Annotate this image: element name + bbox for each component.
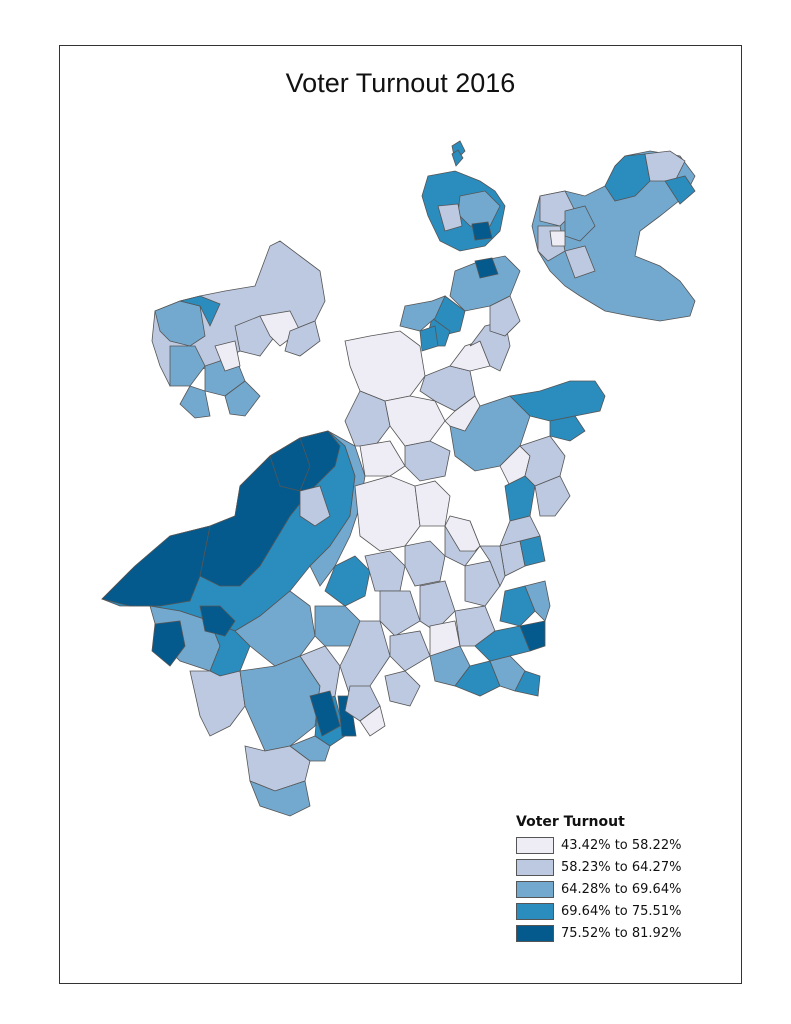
precinct — [549, 415, 586, 442]
legend-item: 75.52% to 81.92% — [516, 924, 726, 942]
precinct — [344, 330, 426, 402]
precinct — [289, 735, 331, 762]
precinct — [471, 221, 493, 241]
precinct — [534, 475, 571, 517]
legend-label: 43.42% to 58.22% — [561, 837, 682, 853]
precinct — [499, 515, 541, 547]
legend-label: 75.52% to 81.92% — [561, 925, 682, 941]
precinct — [324, 555, 371, 607]
precinct — [414, 480, 451, 527]
precinct — [514, 670, 541, 697]
precinct — [504, 475, 536, 522]
precinct — [399, 295, 446, 332]
legend-swatch — [516, 924, 554, 942]
precinct — [564, 245, 596, 279]
precinct — [224, 380, 261, 417]
precinct — [519, 535, 546, 567]
precinct — [664, 175, 696, 205]
legend-label: 69.64% to 75.51% — [561, 903, 682, 919]
precinct — [499, 585, 536, 627]
precinct — [489, 295, 521, 337]
precinct — [474, 257, 499, 279]
precinct-polygons — [101, 140, 696, 817]
precinct — [384, 670, 421, 707]
precinct — [524, 580, 551, 622]
precinct — [354, 475, 421, 552]
precinct — [464, 560, 501, 607]
precinct — [179, 385, 211, 419]
legend-label: 64.28% to 69.64% — [561, 881, 682, 897]
precinct — [239, 655, 321, 752]
map-title: Voter Turnout 2016 — [285, 68, 516, 98]
precinct — [419, 580, 456, 632]
legend-swatch — [516, 836, 554, 854]
map-frame: Voter Turnout 2016 — [59, 45, 742, 984]
precinct — [189, 670, 246, 737]
precinct — [249, 780, 311, 817]
legend-item: 43.42% to 58.22% — [516, 836, 726, 854]
precinct — [451, 149, 464, 167]
precinct — [444, 515, 481, 552]
legend-swatch — [516, 880, 554, 898]
precinct — [101, 525, 211, 607]
precinct — [299, 485, 331, 527]
precinct — [199, 605, 236, 637]
precinct — [479, 545, 506, 587]
precinct — [419, 325, 439, 352]
legend-swatch — [516, 858, 554, 876]
precinct — [379, 590, 421, 637]
choropleth-map — [101, 140, 696, 817]
legend-label: 58.23% to 64.27% — [561, 859, 682, 875]
precinct — [389, 630, 431, 672]
legend: Voter Turnout 43.42% to 58.22% 58.23% to… — [516, 814, 726, 946]
precinct — [384, 395, 446, 447]
precinct — [339, 620, 391, 697]
precinct — [359, 705, 386, 737]
precinct — [151, 620, 186, 667]
precinct — [437, 203, 463, 232]
legend-swatch — [516, 902, 554, 920]
legend-item: 64.28% to 69.64% — [516, 880, 726, 898]
precinct — [169, 345, 206, 387]
precinct — [644, 150, 686, 182]
precinct — [519, 620, 546, 652]
precinct — [364, 550, 406, 592]
precinct — [509, 380, 606, 422]
precinct — [404, 440, 451, 482]
legend-item: 58.23% to 64.27% — [516, 858, 726, 876]
precinct — [359, 440, 406, 477]
precinct — [214, 340, 241, 372]
legend-title: Voter Turnout — [516, 814, 625, 830]
precinct — [549, 230, 566, 247]
precinct — [309, 690, 341, 737]
precinct — [179, 295, 221, 327]
legend-item: 69.64% to 75.51% — [516, 902, 726, 920]
precinct — [444, 395, 481, 432]
precinct — [284, 320, 321, 357]
precinct — [404, 540, 446, 587]
precinct — [269, 437, 311, 492]
